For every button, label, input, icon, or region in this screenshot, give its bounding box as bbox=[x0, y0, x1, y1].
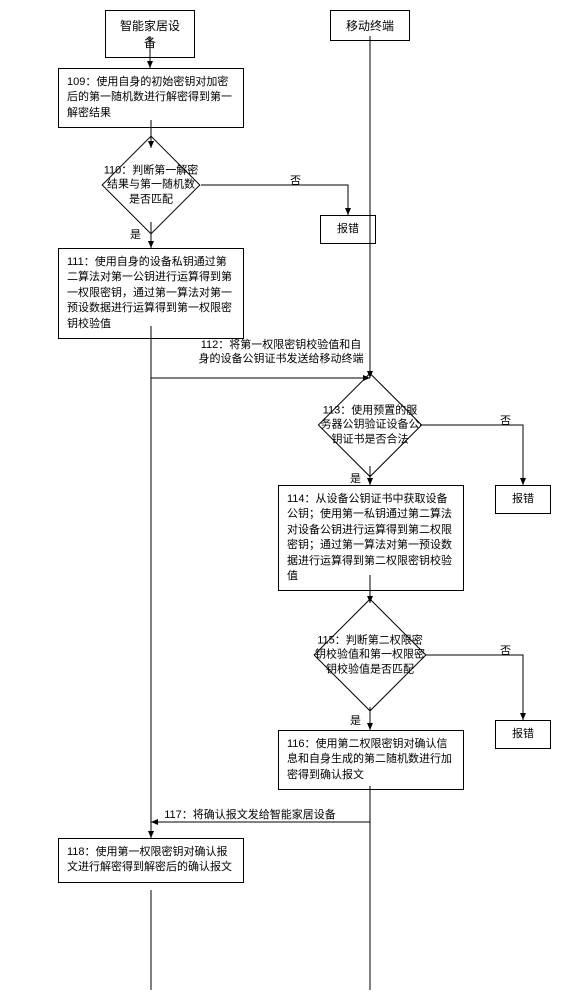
node-err1: 报错 bbox=[320, 215, 376, 244]
node-116-text: 116：使用第二权限密钥对确认信息和自身生成的第二随机数进行加密得到确认报文 bbox=[287, 738, 452, 781]
node-114: 114：从设备公钥证书中获取设备公钥；使用第一私钥通过第二算法对设备公钥进行运算… bbox=[278, 485, 464, 591]
decision-113: 113：使用预置的服务器公钥验证设备公钥证书是否合法 bbox=[333, 388, 407, 462]
node-118: 118：使用第一权限密钥对确认报文进行解密得到解密后的确认报文 bbox=[58, 838, 244, 883]
swimlane-left-header: 智能家居设备 bbox=[105, 10, 195, 58]
node-111-text: 111：使用自身的设备私钥通过第二算法对第一公钥进行运算得到第一权限密钥，通过第… bbox=[67, 256, 232, 330]
d113-yes-label: 是 bbox=[350, 470, 361, 486]
node-109: 109：使用自身的初始密钥对加密后的第一随机数进行解密得到第一解密结果 bbox=[58, 68, 244, 128]
node-116: 116：使用第二权限密钥对确认信息和自身生成的第二随机数进行加密得到确认报文 bbox=[278, 730, 464, 790]
d115-yes-label: 是 bbox=[350, 712, 361, 728]
decision-115: 115：判断第二权限密钥校验值和第一权限密钥校验值是否匹配 bbox=[330, 615, 410, 695]
msg-117-text: 117：将确认报文发给智能家居设备 bbox=[150, 806, 350, 822]
d113-no-label: 否 bbox=[500, 412, 511, 428]
node-114-text: 114：从设备公钥证书中获取设备公钥；使用第一私钥通过第二算法对设备公钥进行运算… bbox=[287, 493, 452, 582]
node-109-text: 109：使用自身的初始密钥对加密后的第一随机数进行解密得到第一解密结果 bbox=[67, 76, 232, 119]
swimlane-right-label: 移动终端 bbox=[346, 19, 394, 33]
d110-no-label: 否 bbox=[290, 172, 301, 188]
decision-110-text: 110：判断第一解密结果与第一随机数是否匹配 bbox=[102, 164, 200, 207]
d115-no-label: 否 bbox=[500, 642, 511, 658]
node-err1-text: 报错 bbox=[337, 223, 359, 235]
d110-yes-label: 是 bbox=[130, 226, 141, 242]
msg-112-text: 112：将第一权限密钥校验值和自身的设备公钥证书发送给移动终端 bbox=[196, 338, 366, 367]
node-111: 111：使用自身的设备私钥通过第二算法对第一公钥进行运算得到第一权限密钥，通过第… bbox=[58, 248, 244, 339]
node-err2-text: 报错 bbox=[512, 493, 534, 505]
decision-110: 110：判断第一解密结果与第一随机数是否匹配 bbox=[116, 150, 186, 220]
node-err2: 报错 bbox=[495, 485, 551, 514]
swimlane-right-header: 移动终端 bbox=[330, 10, 410, 41]
node-118-text: 118：使用第一权限密钥对确认报文进行解密得到解密后的确认报文 bbox=[67, 846, 232, 873]
swimlane-left-label: 智能家居设备 bbox=[120, 19, 180, 50]
node-err3: 报错 bbox=[495, 720, 551, 749]
decision-113-text: 113：使用预置的服务器公钥验证设备公钥证书是否合法 bbox=[318, 404, 422, 447]
node-err3-text: 报错 bbox=[512, 728, 534, 740]
decision-115-text: 115：判断第二权限密钥校验值和第一权限密钥校验值是否匹配 bbox=[314, 634, 426, 677]
